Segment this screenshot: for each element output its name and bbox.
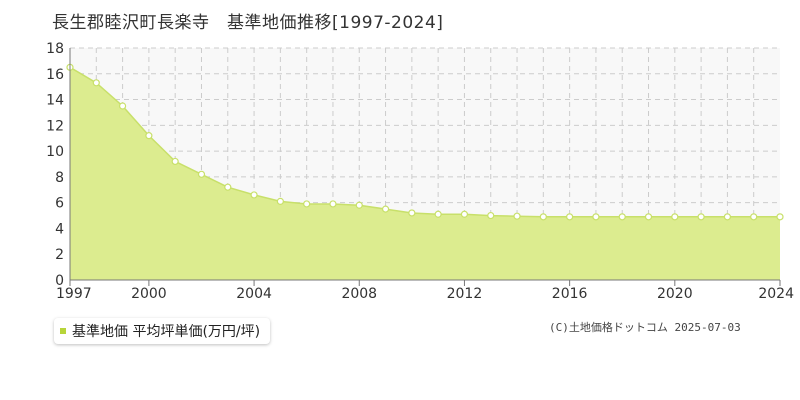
series-area xyxy=(70,67,780,280)
x-tick-label: 2024 xyxy=(758,286,794,302)
data-point xyxy=(381,205,390,213)
data-point xyxy=(276,197,284,205)
data-point xyxy=(566,213,574,221)
data-point xyxy=(224,183,232,191)
data-point xyxy=(145,132,153,140)
y-tick-label: 6 xyxy=(55,196,64,212)
legend-label: 基準地価 平均坪単価(万円/坪) xyxy=(72,324,261,340)
y-tick-label: 18 xyxy=(46,41,64,57)
data-point xyxy=(355,201,363,209)
data-point xyxy=(250,191,258,199)
y-tick-label: 4 xyxy=(55,221,64,237)
y-tick-label: 8 xyxy=(55,170,64,186)
x-tick-labels: 1997 2000 2004 2008 2012 2016 2020 2024 xyxy=(56,286,794,302)
data-point xyxy=(434,210,442,218)
x-tick-label: 2020 xyxy=(657,286,693,302)
series-markers xyxy=(66,63,784,221)
data-point xyxy=(776,213,784,221)
data-point xyxy=(618,213,626,221)
data-point xyxy=(92,79,100,87)
data-point xyxy=(671,213,679,221)
x-tick-label: 2008 xyxy=(341,286,377,302)
data-point xyxy=(592,213,600,221)
data-point xyxy=(513,212,521,220)
legend: 基準地価 平均坪単価(万円/坪) xyxy=(54,318,271,344)
y-tick-labels: 0 2 4 6 8 10 12 14 16 18 xyxy=(46,41,64,289)
data-point xyxy=(171,157,179,166)
y-tick-label: 10 xyxy=(46,144,64,160)
copyright-text: (C)土地価格ドットコム 2025-07-03 xyxy=(549,321,741,334)
x-tick-label: 2000 xyxy=(131,286,167,302)
data-point xyxy=(460,210,469,218)
legend-swatch xyxy=(60,328,66,334)
data-point xyxy=(118,102,127,110)
y-tick-label: 14 xyxy=(46,93,64,109)
axes xyxy=(69,48,781,286)
x-tick-label: 1997 xyxy=(56,286,92,302)
data-point xyxy=(197,170,206,178)
data-point xyxy=(303,200,311,208)
data-point xyxy=(723,213,732,221)
data-point xyxy=(539,213,547,221)
data-point xyxy=(487,211,495,220)
x-tick-label: 2012 xyxy=(447,286,483,302)
y-tick-label: 2 xyxy=(55,247,64,263)
data-point xyxy=(644,213,653,221)
chart-title: 長生郡睦沢町長楽寺 基準地価推移[1997-2024] xyxy=(52,13,444,33)
data-point xyxy=(408,209,416,217)
series-line xyxy=(69,66,780,218)
x-tick-label: 2016 xyxy=(552,286,588,302)
data-point xyxy=(329,200,337,208)
y-tick-label: 16 xyxy=(46,67,64,83)
y-tick-label: 12 xyxy=(46,118,64,134)
x-tick-label: 2004 xyxy=(236,286,272,302)
y-tick-label: 0 xyxy=(55,273,64,289)
data-point xyxy=(697,213,705,221)
data-point xyxy=(750,213,758,221)
